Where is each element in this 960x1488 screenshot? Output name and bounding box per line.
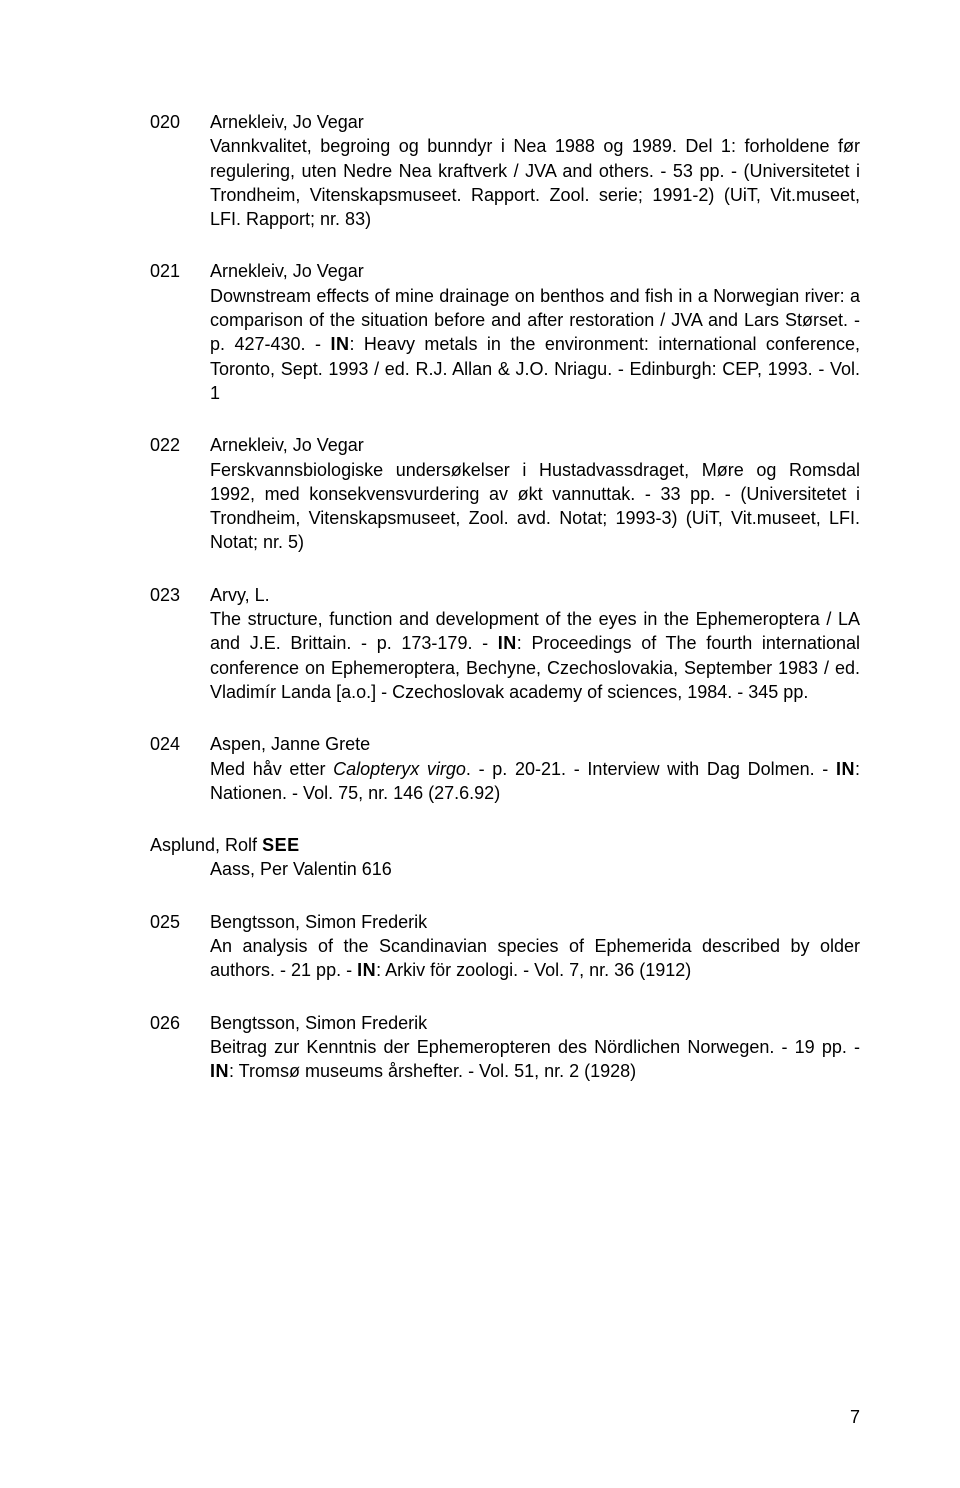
entry-body: Arnekleiv, Jo Vegar Downstream effects o… <box>210 259 860 405</box>
entry-author: Arvy, L. <box>210 583 860 607</box>
entry-body: Aspen, Janne Grete Med håv etter Calopte… <box>210 732 860 805</box>
entry-body: Bengtsson, Simon Frederik An analysis of… <box>210 910 860 983</box>
see-reference: Asplund, Rolf SEE Aass, Per Valentin 616 <box>150 833 860 882</box>
see-target: Aass, Per Valentin 616 <box>210 857 860 881</box>
entry-author: Bengtsson, Simon Frederik <box>210 1011 860 1035</box>
entry-number: 023 <box>150 583 210 704</box>
entry-text-post: : Tromsø museums årshefter. - Vol. 51, n… <box>229 1061 636 1081</box>
entry-number: 025 <box>150 910 210 983</box>
entry-author: Aspen, Janne Grete <box>210 732 860 756</box>
entry-body: Arnekleiv, Jo Vegar Vannkvalitet, begroi… <box>210 110 860 231</box>
bibliography-entry: 022 Arnekleiv, Jo Vegar Ferskvannsbiolog… <box>150 433 860 554</box>
entry-text-pre: Med håv etter <box>210 759 333 779</box>
entry-body: Arvy, L. The structure, function and dev… <box>210 583 860 704</box>
bibliography-entry: 021 Arnekleiv, Jo Vegar Downstream effec… <box>150 259 860 405</box>
in-marker: IN <box>210 1061 229 1081</box>
entry-text-pre: Beitrag zur Kenntnis der Ephemeropteren … <box>210 1037 860 1057</box>
page-number: 7 <box>850 1407 860 1428</box>
entry-number: 022 <box>150 433 210 554</box>
entry-text: Ferskvannsbiologiske undersøkelser i Hus… <box>210 460 860 553</box>
entry-text: Vannkvalitet, begroing og bunndyr i Nea … <box>210 136 860 229</box>
entry-author: Arnekleiv, Jo Vegar <box>210 110 860 134</box>
bibliography-entry: 025 Bengtsson, Simon Frederik An analysi… <box>150 910 860 983</box>
in-marker: IN <box>357 960 376 980</box>
bibliography-entry: 023 Arvy, L. The structure, function and… <box>150 583 860 704</box>
entry-italic: Calopteryx virgo <box>333 759 466 779</box>
entry-number: 021 <box>150 259 210 405</box>
document-page: 020 Arnekleiv, Jo Vegar Vannkvalitet, be… <box>0 0 960 1488</box>
in-marker: IN <box>498 633 517 653</box>
bibliography-entry: 020 Arnekleiv, Jo Vegar Vannkvalitet, be… <box>150 110 860 231</box>
bibliography-entry: 026 Bengtsson, Simon Frederik Beitrag zu… <box>150 1011 860 1084</box>
entry-number: 026 <box>150 1011 210 1084</box>
see-line: Asplund, Rolf SEE <box>150 833 860 857</box>
in-marker: IN <box>330 334 349 354</box>
entry-text-post: : Arkiv för zoologi. - Vol. 7, nr. 36 (1… <box>376 960 691 980</box>
see-name: Asplund, Rolf <box>150 835 262 855</box>
in-marker: IN <box>836 759 855 779</box>
entry-author: Arnekleiv, Jo Vegar <box>210 433 860 457</box>
entry-author: Arnekleiv, Jo Vegar <box>210 259 860 283</box>
entry-author: Bengtsson, Simon Frederik <box>210 910 860 934</box>
entry-body: Bengtsson, Simon Frederik Beitrag zur Ke… <box>210 1011 860 1084</box>
entry-text-mid: . - p. 20-21. - Interview with Dag Dolme… <box>466 759 836 779</box>
see-marker: SEE <box>262 835 300 855</box>
entry-number: 020 <box>150 110 210 231</box>
bibliography-entry: 024 Aspen, Janne Grete Med håv etter Cal… <box>150 732 860 805</box>
entry-number: 024 <box>150 732 210 805</box>
entry-body: Arnekleiv, Jo Vegar Ferskvannsbiologiske… <box>210 433 860 554</box>
